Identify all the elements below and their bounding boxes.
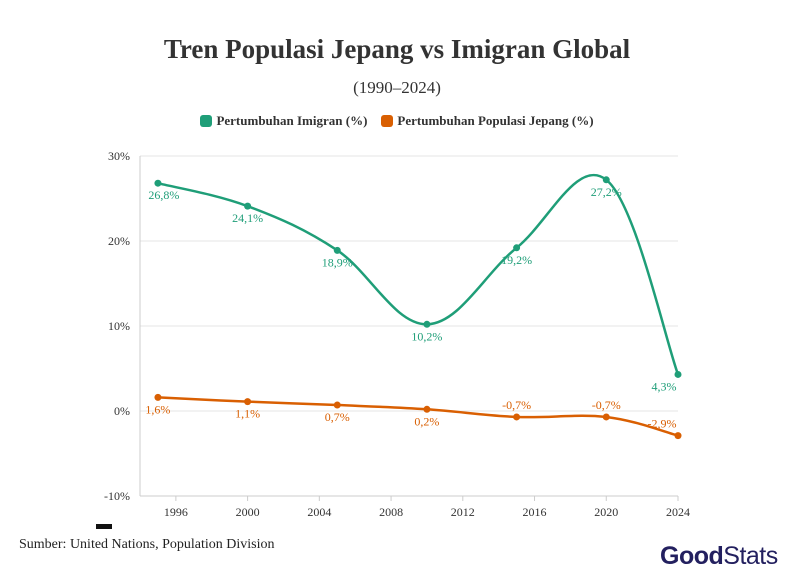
data-point [602,413,610,421]
data-point [154,393,162,401]
data-point [244,398,252,406]
y-tick-label: -10% [104,489,130,503]
series-line-0 [157,173,680,375]
data-label: 1,1% [235,407,260,421]
data-point [423,405,431,413]
data-point [244,202,252,210]
legend-swatch-imigran [200,115,213,127]
data-point [333,401,341,409]
data-point [674,370,682,378]
data-label: 27,2% [591,185,622,199]
data-label: -0,7% [502,398,531,412]
x-tick-label: 2012 [451,505,475,519]
data-label: 24,1% [232,211,263,225]
black-marker [96,524,112,529]
data-label: 4,3% [652,379,677,393]
data-point [513,413,521,421]
data-label: 0,7% [325,410,350,424]
source-note: Sumber: United Nations, Population Divis… [19,537,275,552]
legend-swatch-populasi [381,115,394,127]
data-label: 26,8% [148,188,179,202]
data-label: 19,2% [501,253,532,267]
legend: Pertumbuhan Imigran (%) Pertumbuhan Popu… [0,113,794,129]
data-point [154,179,162,187]
goodstats-logo: GoodStats [660,542,778,570]
data-point [513,244,521,252]
legend-label-populasi: Pertumbuhan Populasi Jepang (%) [397,113,594,128]
data-point [333,246,341,254]
x-tick-label: 2008 [379,505,403,519]
chart-title: Tren Populasi Jepang vs Imigran Global [163,34,631,64]
chart-subtitle: (1990–2024) [353,78,441,97]
x-tick-label: 2016 [523,505,547,519]
data-label: 10,2% [411,329,442,343]
data-label: 0,2% [414,414,439,428]
data-label: 1,6% [145,402,170,416]
legend-item-imigran[interactable]: Pertumbuhan Imigran (%) [200,113,367,129]
data-label: -0,7% [592,398,621,412]
data-point [674,432,682,440]
y-tick-label: 10% [108,319,130,333]
data-label: -2,9% [648,417,677,431]
data-point [423,320,431,328]
x-tick-label: 1996 [164,505,188,519]
data-label: 18,9% [322,255,353,269]
legend-label-imigran: Pertumbuhan Imigran (%) [216,113,368,128]
y-tick-label: 20% [108,234,130,248]
y-tick-label: 30% [108,149,130,163]
data-point [602,176,610,184]
x-tick-label: 2020 [594,505,618,519]
x-tick-label: 2024 [666,505,690,519]
legend-item-populasi[interactable]: Pertumbuhan Populasi Jepang (%) [381,113,594,129]
x-tick-label: 2000 [236,505,260,519]
y-tick-label: 0% [114,404,130,418]
x-tick-label: 2004 [307,505,331,519]
